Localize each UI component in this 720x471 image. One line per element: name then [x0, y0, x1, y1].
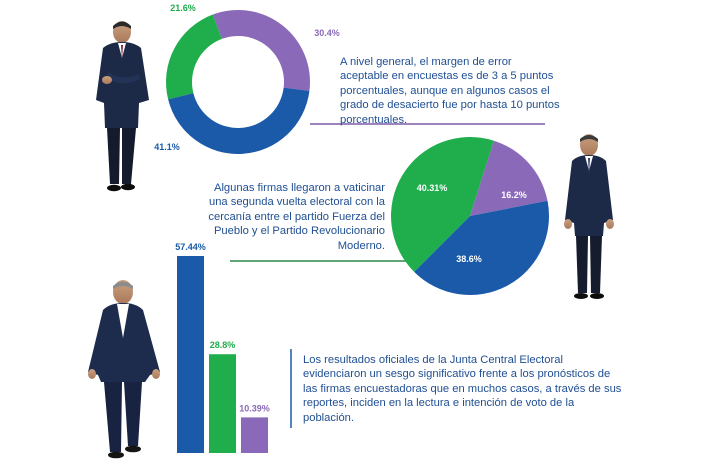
person-photo-right [564, 134, 614, 299]
pie-slice [470, 140, 548, 216]
donut-slice [212, 10, 310, 91]
pie-data-label: 40.31% [417, 183, 448, 193]
bar [177, 256, 204, 453]
bar-data-label: 57.44% [175, 242, 206, 252]
person-photo-bottom-left [88, 280, 160, 459]
donut-slice [165, 14, 222, 100]
donut-data-label: 21.6% [170, 3, 196, 13]
caption-top: A nivel general, el margen de error acep… [340, 56, 560, 126]
donut-data-label: 41.1% [154, 142, 180, 152]
bar-data-label: 10.39% [239, 403, 270, 413]
bar-data-label: 28.8% [210, 340, 236, 350]
pie-data-label: 38.6% [456, 254, 482, 264]
bar [209, 354, 236, 453]
bar [241, 417, 268, 453]
pie-chart: 40.31% 16.2% 38.6% [391, 137, 549, 296]
person-photo-top-left [96, 21, 149, 192]
bar-chart: 57.44% 28.8% 10.39% [175, 242, 270, 453]
caption-middle: Algunas firmas llegaron a vaticinar una … [208, 182, 385, 252]
donut-data-label: 30.4% [314, 28, 340, 38]
donut-slice [168, 87, 310, 154]
pie-slice [391, 137, 494, 272]
caption-bottom: Los resultados oficiales de la Junta Cen… [303, 354, 622, 424]
pie-slice [414, 200, 549, 296]
pie-data-label: 16.2% [501, 190, 527, 200]
donut-chart: 21.6% 30.4% 41.1% [154, 3, 340, 154]
